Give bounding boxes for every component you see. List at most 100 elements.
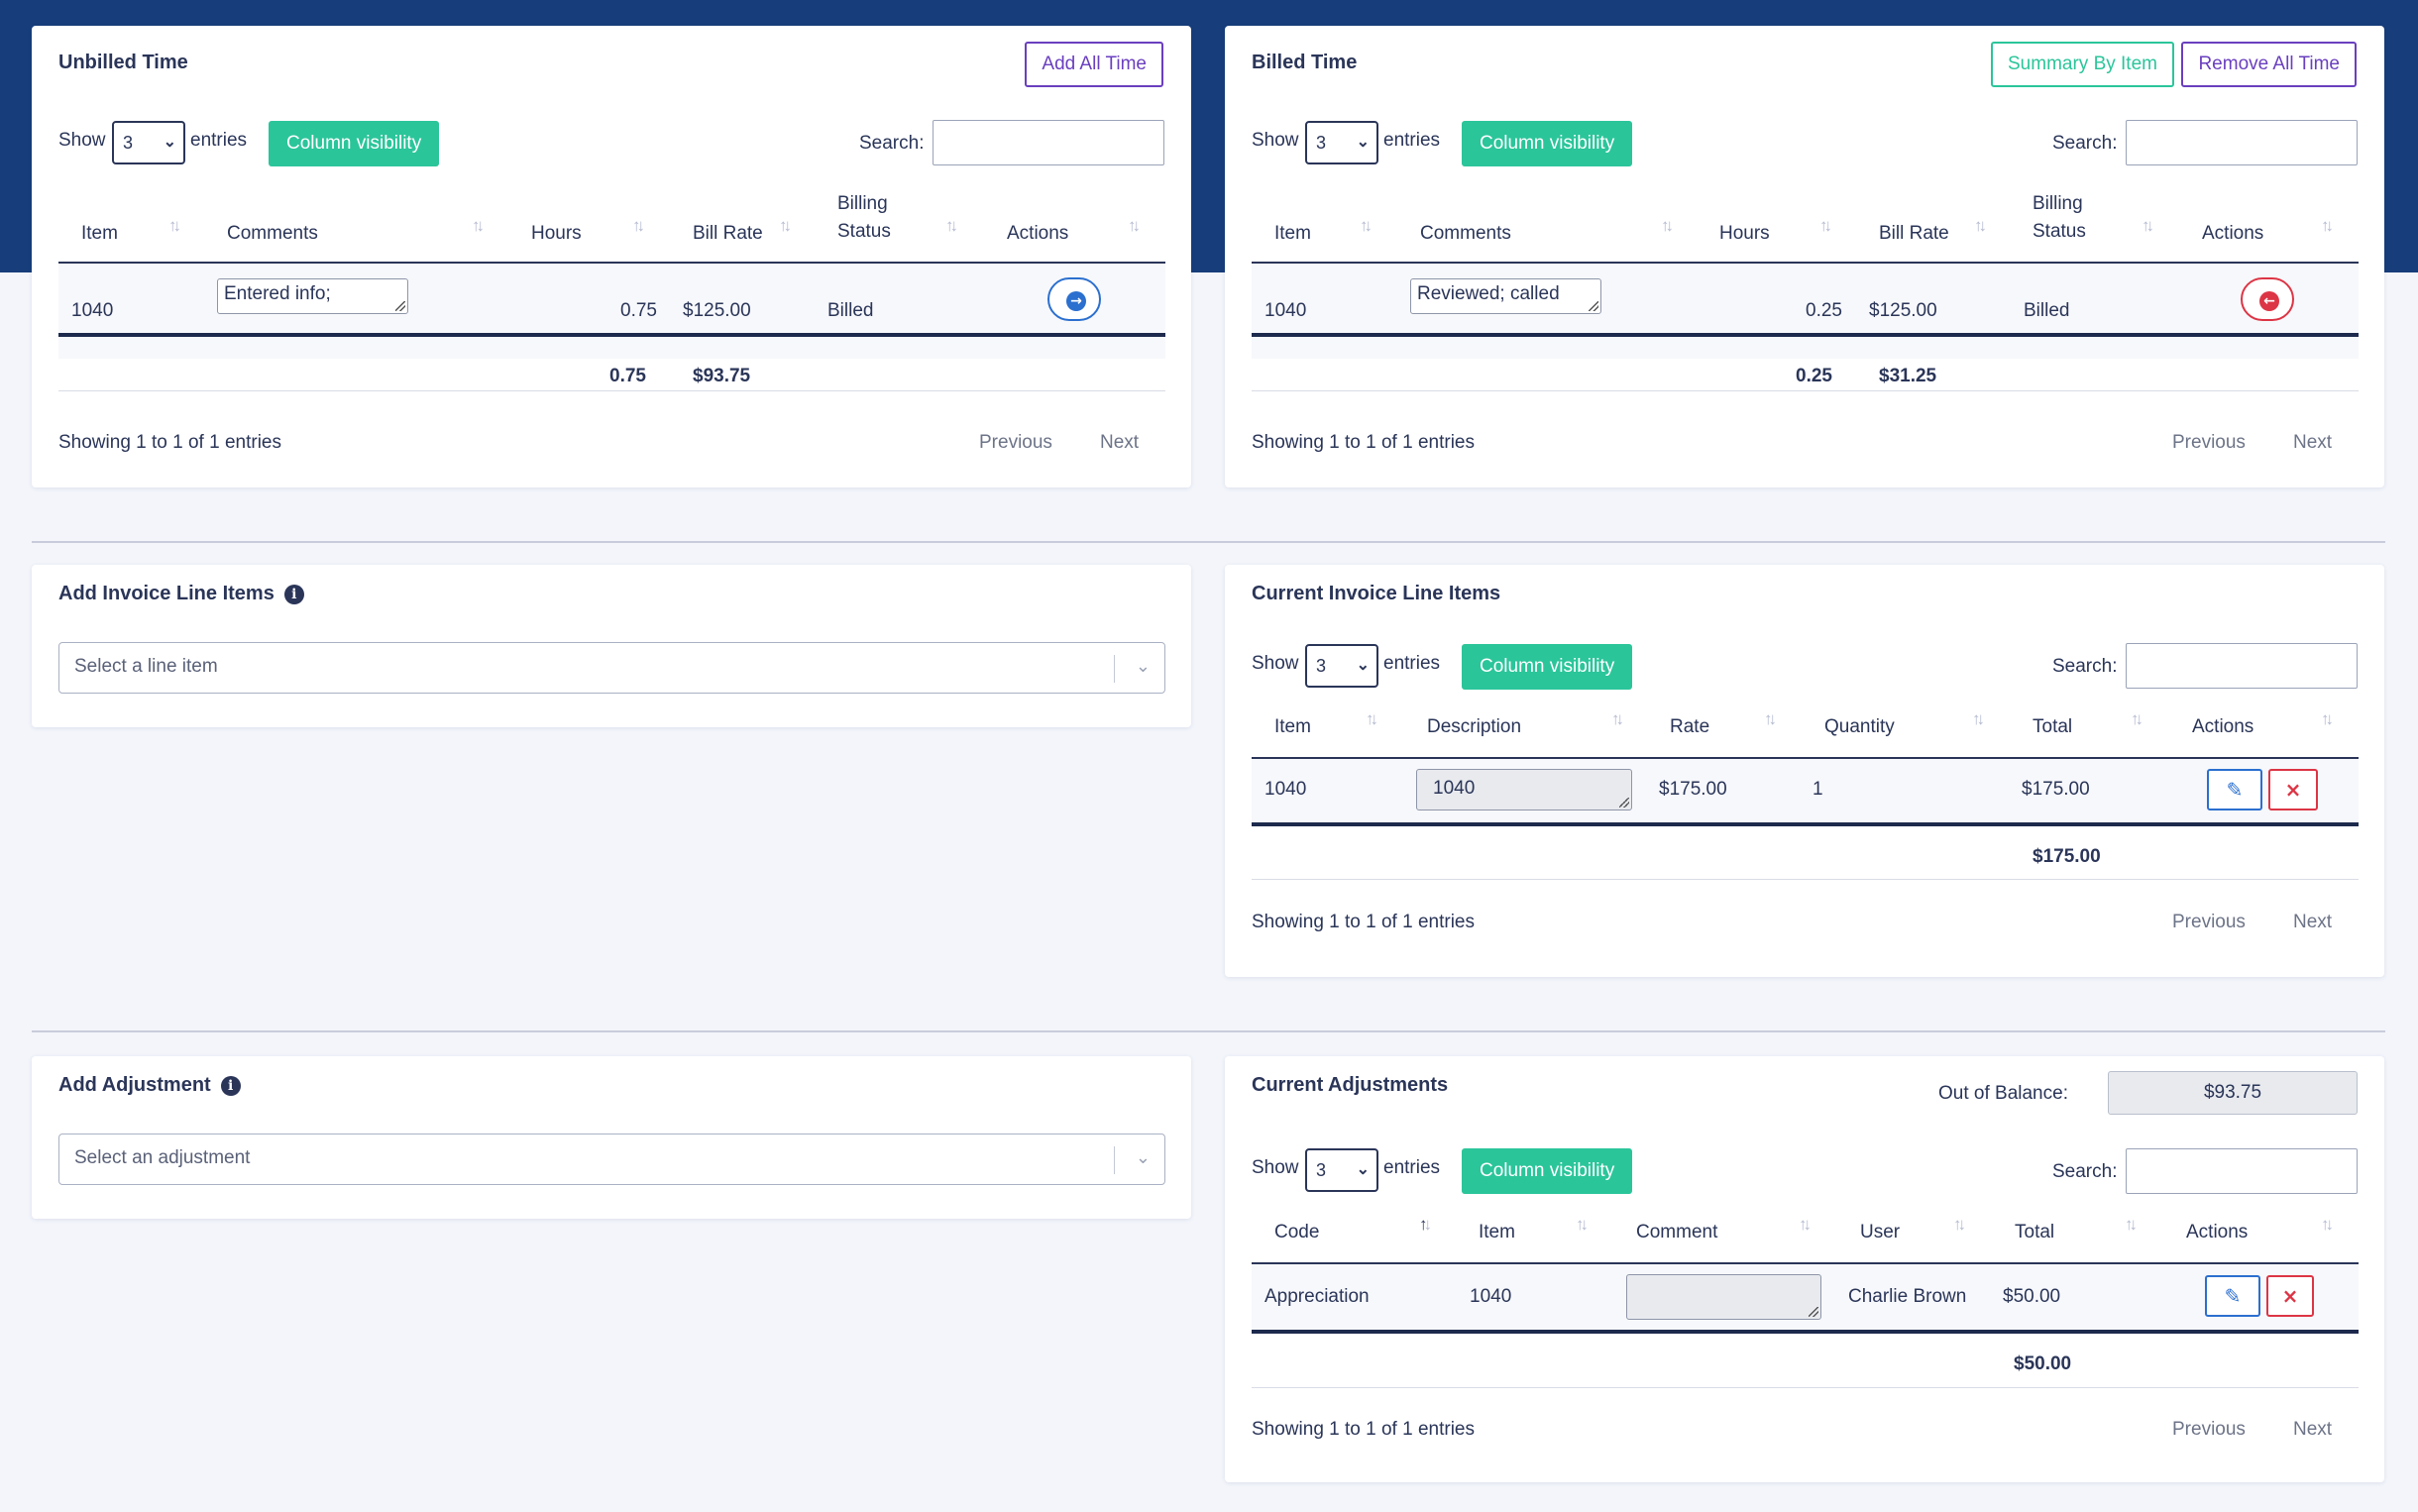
next-page-button[interactable]: Next <box>2293 912 2333 932</box>
page-size-value: 3 <box>1316 1160 1327 1180</box>
sort-icon[interactable]: ↑↓ <box>2131 709 2143 728</box>
sort-icon[interactable]: ↑↓ <box>1819 216 1832 235</box>
next-page-button[interactable]: Next <box>2293 432 2333 453</box>
search-input[interactable] <box>933 120 1164 165</box>
column-header-code[interactable]: Code <box>1274 1222 1320 1242</box>
column-header-comment[interactable]: Comment <box>1636 1222 1718 1242</box>
column-header-hours[interactable]: Hours <box>1719 223 1770 244</box>
footer-bottom-line <box>1252 390 2359 391</box>
sort-icon[interactable]: ↑↓ <box>2321 709 2334 728</box>
sort-icon[interactable]: ↑↓ <box>1974 216 1987 235</box>
column-header-total[interactable]: Total <box>2015 1222 2055 1242</box>
previous-page-button[interactable]: Previous <box>2172 1419 2246 1440</box>
line-item-select[interactable]: Select a line item ⌄ <box>58 642 1165 694</box>
sort-icon[interactable]: ↑↓ <box>945 216 958 235</box>
column-header-billing-status[interactable]: Billing Status <box>837 193 891 242</box>
column-header-rate[interactable]: Rate <box>1670 716 1710 737</box>
sort-icon[interactable]: ↑↓ <box>472 216 485 235</box>
column-header-quantity[interactable]: Quantity <box>1824 716 1895 737</box>
column-header-billing-status[interactable]: Billing Status <box>2033 193 2086 242</box>
edit-line-item-button[interactable]: ✎ <box>2207 769 2262 810</box>
column-header-item[interactable]: Item <box>81 223 118 244</box>
sort-icon[interactable]: ↑↓ <box>2125 1215 2138 1234</box>
entries-label: entries <box>1383 130 1441 151</box>
next-page-button[interactable]: Next <box>1100 432 1140 453</box>
sort-icon[interactable]: ↑↓ <box>1799 1215 1812 1234</box>
info-icon[interactable]: i <box>283 585 304 604</box>
column-header-item[interactable]: Item <box>1274 716 1311 737</box>
add-all-time-button[interactable]: Add All Time <box>1025 42 1163 87</box>
sort-icon[interactable]: ↑↓ <box>632 216 645 235</box>
column-visibility-button[interactable]: Column visibility <box>1462 1148 1633 1194</box>
sort-icon[interactable]: ↑↓ <box>1972 709 1985 728</box>
column-header-description[interactable]: Description <box>1427 716 1522 737</box>
adjustment-comment-textarea[interactable] <box>1626 1274 1821 1320</box>
column-header-actions[interactable]: Actions <box>2186 1222 2249 1242</box>
chevron-down-icon[interactable]: ⌄ <box>1135 1147 1151 1167</box>
column-header-item[interactable]: Item <box>1274 223 1311 244</box>
search-input[interactable] <box>2126 1148 2358 1194</box>
column-header-comments[interactable]: Comments <box>227 223 318 244</box>
sort-asc-icon[interactable]: ↑↓ <box>1419 1215 1432 1234</box>
bill-time-button[interactable]: → <box>1047 277 1101 321</box>
sort-icon[interactable]: ↑↓ <box>1576 1215 1589 1234</box>
summary-by-item-button[interactable]: Summary By Item <box>1991 42 2174 87</box>
sort-icon[interactable]: ↑↓ <box>1661 216 1674 235</box>
search-input[interactable] <box>2126 643 2358 689</box>
sort-icon[interactable]: ↑↓ <box>1611 709 1624 728</box>
edit-icon: ✎ <box>2226 778 2244 802</box>
column-header-item[interactable]: Item <box>1479 1222 1515 1242</box>
column-header-hours[interactable]: Hours <box>531 223 582 244</box>
column-visibility-button[interactable]: Column visibility <box>1462 644 1633 690</box>
chevron-down-icon[interactable]: ⌄ <box>1135 656 1151 676</box>
card-title-text: Add Adjustment <box>58 1074 211 1096</box>
sort-icon[interactable]: ↑↓ <box>168 216 181 235</box>
sort-icon[interactable]: ↑↓ <box>2142 216 2154 235</box>
delete-adjustment-button[interactable]: × <box>2266 1275 2314 1317</box>
column-header-actions[interactable]: Actions <box>2192 716 2254 737</box>
column-header-total[interactable]: Total <box>2033 716 2073 737</box>
column-header-comments[interactable]: Comments <box>1420 223 1511 244</box>
column-header-actions[interactable]: Actions <box>1007 223 1069 244</box>
sort-icon[interactable]: ↑↓ <box>2321 1215 2334 1234</box>
column-visibility-button[interactable]: Column visibility <box>1462 121 1633 166</box>
column-header-bill-rate[interactable]: Bill Rate <box>693 223 763 244</box>
adjustment-select[interactable]: Select an adjustment ⌄ <box>58 1134 1165 1185</box>
comment-textarea[interactable]: Reviewed; called <box>1410 278 1601 314</box>
sort-icon[interactable]: ↑↓ <box>1764 709 1777 728</box>
edit-adjustment-button[interactable]: ✎ <box>2205 1275 2260 1317</box>
unbill-time-button[interactable]: ← <box>2241 277 2294 321</box>
delete-line-item-button[interactable]: × <box>2268 769 2318 810</box>
next-page-button[interactable]: Next <box>2293 1419 2333 1440</box>
search-input[interactable] <box>2126 120 2358 165</box>
sort-icon[interactable]: ↑↓ <box>779 216 792 235</box>
sort-icon[interactable]: ↑↓ <box>1360 216 1373 235</box>
current-adjustments-card: Current Adjustments Out of Balance: $93.… <box>1225 1056 2384 1482</box>
resize-handle-icon[interactable] <box>395 301 405 311</box>
column-header-user[interactable]: User <box>1860 1222 1901 1242</box>
sort-icon[interactable]: ↑↓ <box>1953 1215 1966 1234</box>
sort-icon[interactable]: ↑↓ <box>1366 709 1378 728</box>
resize-handle-icon[interactable] <box>1809 1307 1818 1317</box>
card-title: Current Invoice Line Items <box>1252 583 1501 604</box>
page-size-select[interactable]: 3 ⌄ <box>1305 1148 1378 1192</box>
previous-page-button[interactable]: Previous <box>2172 432 2246 453</box>
column-header-actions[interactable]: Actions <box>2202 223 2264 244</box>
sort-icon[interactable]: ↑↓ <box>2321 216 2334 235</box>
description-textarea[interactable]: 1040 <box>1416 769 1632 810</box>
resize-handle-icon[interactable] <box>1619 798 1629 808</box>
sort-icon[interactable]: ↑↓ <box>1128 216 1141 235</box>
column-header-bill-rate[interactable]: Bill Rate <box>1879 223 1949 244</box>
entries-label: entries <box>190 130 248 151</box>
info-icon[interactable]: i <box>220 1076 241 1096</box>
column-visibility-button[interactable]: Column visibility <box>269 121 440 166</box>
previous-page-button[interactable]: Previous <box>979 432 1052 453</box>
remove-all-time-button[interactable]: Remove All Time <box>2181 42 2357 87</box>
page-size-select[interactable]: 3 ⌄ <box>1305 644 1378 688</box>
page-size-select[interactable]: 3 ⌄ <box>112 121 185 164</box>
comment-textarea[interactable]: Entered info; <box>217 278 408 314</box>
previous-page-button[interactable]: Previous <box>2172 912 2246 932</box>
page-size-select[interactable]: 3 ⌄ <box>1305 121 1378 164</box>
table-info: Showing 1 to 1 of 1 entries <box>58 432 281 453</box>
resize-handle-icon[interactable] <box>1589 301 1598 311</box>
